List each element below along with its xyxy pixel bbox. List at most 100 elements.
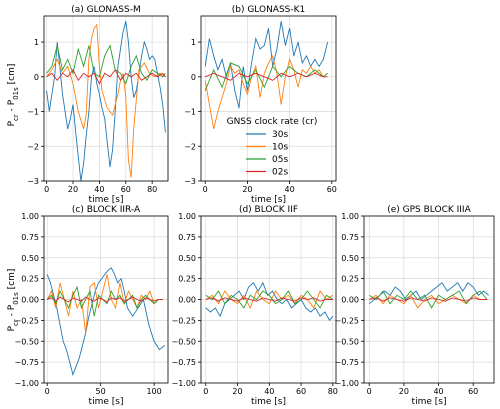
y-tick-label: −0.75	[14, 358, 39, 367]
series-line-30s	[368, 282, 490, 305]
y-tick-label: 0.25	[341, 275, 359, 284]
x-tick-label: 60	[327, 185, 337, 194]
legend-entry: 02s	[272, 168, 288, 178]
x-axis-label: time [s]	[89, 195, 124, 205]
series-line-30s	[46, 267, 166, 377]
y-tick-label: −3	[184, 177, 196, 186]
y-tick-label: −0.50	[171, 337, 196, 346]
y-axis-label-top: Pcr - P01s [cm]	[7, 64, 20, 127]
y-tick-label: 1	[34, 38, 39, 47]
legend: GNSS clock rate (cr) 30s 10s 05s 02s	[227, 117, 318, 178]
series-line-05s	[368, 290, 488, 309]
y-tick-label: 1	[191, 38, 196, 47]
y-tick-label: 0	[34, 73, 39, 82]
x-tick-label: 0	[203, 387, 208, 396]
axes-frame	[43, 15, 169, 182]
legend-entry: 05s	[272, 155, 288, 165]
y-tick-label: −3	[27, 177, 39, 186]
series-line-30s	[46, 21, 166, 181]
x-tick-label: 100	[146, 387, 161, 396]
legend-entry: 30s	[272, 130, 288, 140]
series-line-05s	[205, 290, 334, 309]
panel-3: 0 20 40 60 80 −1.00 −0.75 −0.50 −0.25 0.00 0.25 0.5…	[171, 205, 337, 407]
panel-title: (e) GPS BLOCK IIIA	[387, 205, 471, 215]
y-tick-label: 1.00	[178, 212, 196, 221]
y-tick-label: −0.75	[334, 358, 359, 367]
y-tick-label: 0.50	[178, 254, 196, 263]
series-line-02s	[369, 297, 488, 302]
x-tick-label: 40	[433, 387, 443, 396]
x-tick-label: 80	[328, 387, 338, 396]
series-line-10s	[46, 274, 163, 333]
x-tick-label: 20	[232, 387, 242, 396]
x-tick-label: 0	[44, 185, 49, 194]
y-tick-label: 0.00	[21, 296, 39, 305]
y-tick-label: −0.25	[334, 316, 359, 325]
x-axis-label: time [s]	[251, 397, 286, 407]
x-tick-label: 0	[203, 185, 208, 194]
x-tick-label: 0	[367, 387, 372, 396]
y-tick-label: 1.00	[21, 212, 39, 221]
y-tick-label: 0.00	[178, 296, 196, 305]
series-line-05s	[46, 285, 163, 317]
panel-title: (c) BLOCK IIR-A	[72, 205, 141, 215]
y-tick-label: −1	[184, 108, 196, 117]
y-tick-label: 1.00	[341, 212, 359, 221]
series-line-30s	[204, 21, 329, 109]
y-tick-label: 0.50	[341, 254, 359, 263]
x-axis-label: time [s]	[89, 397, 124, 407]
x-axis-label: time [s]	[412, 397, 447, 407]
x-tick-label: 20	[399, 387, 409, 396]
panel-title: (a) GLONASS-M	[71, 5, 140, 15]
y-tick-label: 0.75	[341, 233, 359, 242]
panel-4: 0 20 40 60 −1.00 −0.75 −0.50 −0.25 0.00 0.25 0.50 0…	[334, 205, 495, 407]
x-tick-label: 20	[242, 185, 252, 194]
x-tick-label: 40	[94, 185, 104, 194]
y-axis-label-bottom: Pcr - P01s [cm]	[7, 269, 20, 332]
panel-1: 0 20 40 60 −3 −2 −1 0 1 (b) GLONASS-K1 time [s]	[184, 5, 337, 205]
x-tick-label: 60	[121, 185, 131, 194]
panel-2: 0 50 100 −1.00 −0.75 −0.50 −0.25 0.00 0.25 0.50 0.…	[14, 205, 169, 407]
x-tick-label: 60	[468, 387, 478, 396]
y-tick-label: −1.00	[14, 379, 39, 388]
x-tick-label: 80	[147, 185, 157, 194]
legend-title: GNSS clock rate (cr)	[227, 117, 318, 127]
panel-title: (d) BLOCK IIF	[239, 205, 298, 215]
x-tick-label: 40	[285, 185, 295, 194]
y-tick-label: 0	[191, 73, 196, 82]
series-line-10s	[205, 290, 334, 310]
panel-title: (b) GLONASS-K1	[232, 5, 306, 15]
panel-0: 0 20 40 60 80 −3 −2 −1 0 1 (a) GLONASS-M time [s]	[27, 5, 169, 205]
y-tick-label: 0.75	[178, 233, 196, 242]
y-tick-label: 0.00	[341, 296, 359, 305]
series-line-30s	[205, 281, 334, 322]
legend-entry: 10s	[272, 143, 288, 153]
series-line-02s	[46, 68, 166, 85]
x-tick-label: 50	[96, 387, 106, 396]
series-line-10s	[46, 23, 166, 178]
x-tick-label: 20	[68, 185, 78, 194]
y-tick-label: −0.75	[171, 358, 196, 367]
y-tick-label: −0.25	[14, 316, 39, 325]
y-tick-label: 0.25	[21, 275, 39, 284]
y-tick-label: −1.00	[171, 379, 196, 388]
series-line-02s	[205, 297, 333, 302]
y-tick-label: −2	[27, 142, 39, 151]
x-tick-label: 40	[264, 387, 274, 396]
series-line-02s	[205, 72, 328, 81]
y-tick-label: −1.00	[334, 379, 359, 388]
y-tick-label: −0.50	[334, 337, 359, 346]
y-tick-label: −1	[27, 108, 39, 117]
y-tick-label: −0.25	[171, 316, 196, 325]
series-line-02s	[47, 296, 163, 303]
y-tick-label: 0.75	[21, 233, 39, 242]
y-tick-label: 0.25	[178, 275, 196, 284]
axes-frame	[200, 15, 337, 182]
y-tick-label: 0.50	[21, 254, 39, 263]
x-tick-label: 60	[296, 387, 306, 396]
series-line-10s	[204, 54, 328, 130]
x-axis-label: time [s]	[251, 195, 286, 205]
x-tick-label: 0	[45, 387, 50, 396]
y-tick-label: −0.50	[14, 337, 39, 346]
